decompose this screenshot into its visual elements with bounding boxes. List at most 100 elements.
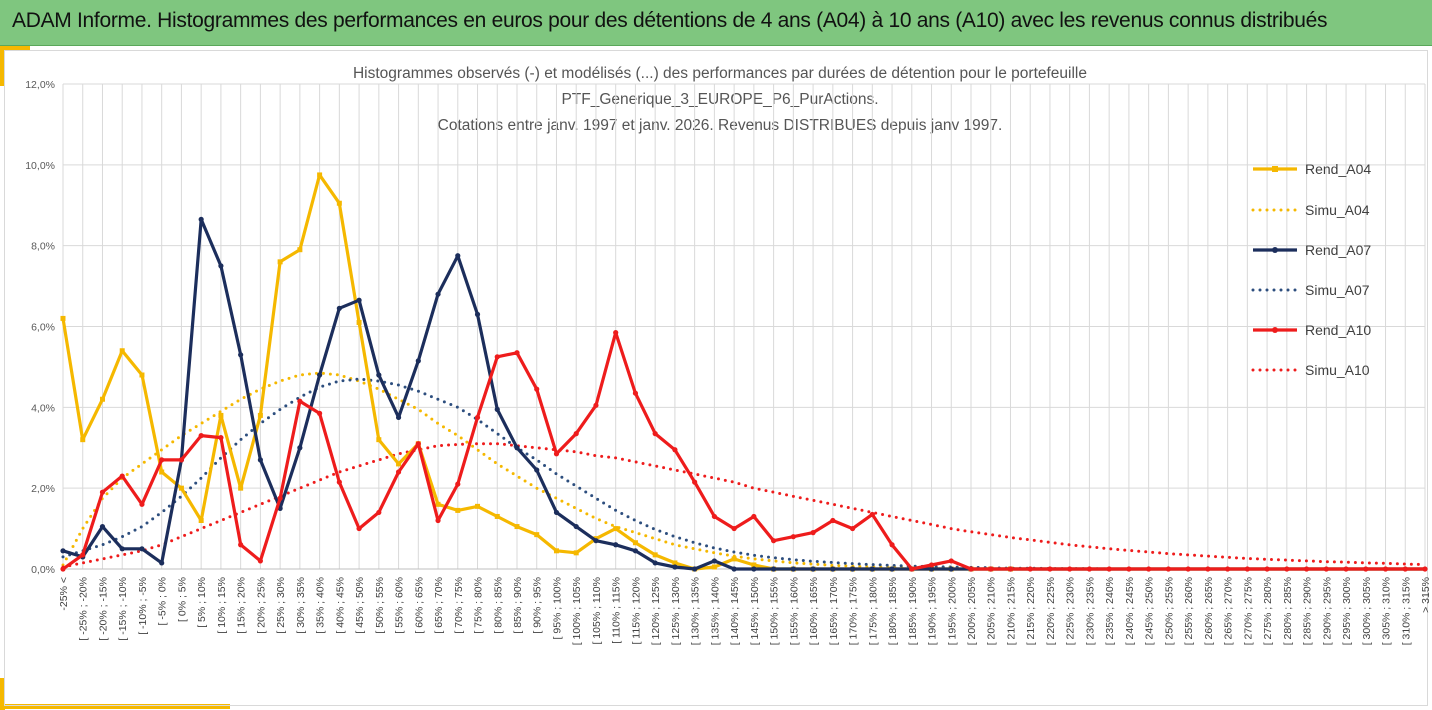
data-point-Rend_A07 (849, 566, 856, 572)
data-point-Rend_A07 (395, 414, 402, 421)
data-point-Rend_A10 (356, 525, 362, 532)
data-point-Rend_A07 (613, 542, 619, 548)
data-point-Rend_A07 (790, 566, 796, 572)
data-point-Rend_A04 (475, 503, 481, 509)
series-line-Rend_A04 (61, 173, 1425, 571)
data-point-Rend_A07 (632, 548, 639, 554)
x-tick-label: [ 155% ; 160% (788, 577, 800, 645)
data-point-Rend_A04 (99, 396, 105, 402)
data-point-Rend_A10 (711, 513, 717, 520)
data-point-Rend_A07 (771, 566, 777, 572)
data-point-Rend_A07 (119, 546, 125, 552)
x-tick-label: [ 175% ; 180% (867, 577, 879, 645)
data-point-Rend_A10 (968, 566, 974, 572)
data-point-Rend_A04 (396, 461, 402, 467)
x-tick-label: [ 195% ; 200% (946, 577, 958, 645)
x-tick-label: [ 290% ; 295% (1321, 577, 1333, 645)
data-point-Rend_A10 (1382, 566, 1389, 572)
data-point-Rend_A10 (455, 481, 461, 487)
x-tick-label: [ 210% ; 215% (1005, 577, 1017, 645)
x-tick-label: [ 20% ; 25% (255, 577, 267, 634)
header-banner: ADAM Informe. Histogrammes des performan… (0, 0, 1432, 46)
y-tick-label: 4,0% (31, 402, 55, 414)
data-point-Rend_A10 (613, 329, 619, 336)
data-point-Rend_A07 (514, 445, 520, 451)
data-point-Rend_A10 (1402, 566, 1408, 572)
data-point-Rend_A10 (277, 495, 283, 501)
x-tick-label: [ -10% ; -5% (137, 577, 149, 635)
x-tick-label: [ 30% ; 35% (295, 577, 307, 634)
x-tick-label: [ 160% ; 165% (808, 577, 820, 645)
x-tick-label: [ 220% ; 225% (1045, 577, 1057, 645)
data-point-Rend_A10 (1165, 566, 1171, 572)
data-point-Rend_A10 (1086, 566, 1093, 572)
x-tick-label: [ 240% ; 245% (1124, 577, 1136, 645)
data-point-Rend_A04 (613, 526, 619, 532)
data-point-Rend_A04 (652, 552, 658, 558)
x-tick-label: [ 140% ; 145% (729, 577, 741, 645)
data-point-Rend_A07 (376, 372, 382, 378)
data-point-Rend_A07 (435, 291, 441, 297)
data-point-Rend_A10 (1225, 566, 1231, 572)
data-point-Rend_A07 (869, 566, 875, 572)
data-point-Rend_A10 (1185, 566, 1191, 572)
data-point-Rend_A04 (672, 560, 678, 566)
series-line-Simu_A04 (61, 371, 1427, 571)
x-tick-label: [ 10% ; 15% (216, 577, 228, 634)
x-tick-label: [ -25% ; -20% (78, 577, 90, 641)
data-point-Rend_A10 (593, 402, 599, 408)
data-point-Rend_A04 (534, 532, 540, 538)
x-tick-label: [ 265% ; 270% (1223, 577, 1235, 645)
data-point-Rend_A07 (928, 566, 935, 572)
data-point-Rend_A04 (455, 507, 461, 513)
data-point-Rend_A04 (435, 501, 441, 507)
data-point-Rend_A10 (119, 473, 125, 479)
data-point-Rend_A07 (474, 311, 481, 317)
data-point-Rend_A07 (711, 558, 717, 564)
data-point-Rend_A04 (336, 200, 342, 206)
x-tick-label: [ 180% ; 185% (887, 577, 899, 645)
data-point-Rend_A10 (514, 350, 520, 356)
data-point-Rend_A07 (317, 372, 323, 378)
x-tick-label: [ 255% ; 260% (1183, 577, 1195, 645)
data-point-Rend_A04 (514, 524, 520, 530)
chart-frame (4, 50, 1428, 706)
data-point-Rend_A04 (356, 319, 362, 325)
data-point-Rend_A10 (238, 542, 244, 548)
data-point-Rend_A10 (1244, 566, 1250, 572)
x-tick-label: [ 190% ; 195% (927, 577, 939, 645)
data-point-Rend_A10 (771, 538, 777, 544)
data-point-Rend_A04 (178, 485, 184, 491)
x-tick-label: [ 60% ; 65% (413, 577, 425, 634)
data-point-Rend_A04 (297, 247, 303, 253)
legend-label-Simu_A04: Simu_A04 (1305, 202, 1370, 218)
data-point-Rend_A07 (672, 564, 678, 570)
x-tick-label: [ 205% ; 210% (986, 577, 998, 645)
accent-bar-left (0, 46, 5, 86)
x-tick-label: [ 270% ; 275% (1242, 577, 1254, 645)
data-point-Rend_A10 (573, 431, 579, 437)
data-point-Rend_A07 (356, 297, 362, 303)
accent-bar-left-bottom (0, 678, 5, 710)
data-point-Rend_A10 (869, 511, 875, 518)
x-tick-label: [ 115% ; 120% (630, 577, 642, 645)
data-point-Rend_A10 (1303, 566, 1310, 572)
x-tick-label: [ 40% ; 45% (334, 577, 346, 634)
data-point-Rend_A10 (672, 447, 678, 453)
data-point-Rend_A04 (257, 412, 263, 418)
data-point-Rend_A10 (198, 433, 204, 439)
data-point-Rend_A10 (1106, 566, 1112, 572)
data-point-Rend_A10 (139, 501, 145, 507)
data-point-Rend_A10 (889, 542, 895, 548)
data-point-Rend_A04 (376, 437, 382, 443)
x-tick-label: [ -15% ; -10% (117, 577, 129, 641)
header-title: ADAM Informe. Histogrammes des performan… (12, 9, 1328, 32)
data-point-Rend_A10 (99, 489, 106, 495)
data-point-Rend_A10 (1146, 566, 1152, 572)
data-point-Rend_A07 (415, 358, 421, 364)
data-point-Rend_A07 (218, 263, 224, 269)
data-point-Rend_A07 (573, 523, 579, 530)
x-tick-label: [ 15% ; 20% (236, 577, 248, 634)
data-point-Rend_A07 (692, 566, 698, 572)
data-point-Rend_A10 (218, 435, 224, 441)
